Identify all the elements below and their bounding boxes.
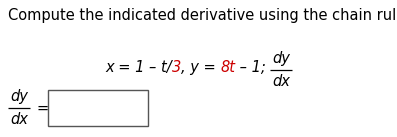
Text: – 1;: – 1; <box>235 60 266 75</box>
Bar <box>48 90 148 126</box>
Text: dx: dx <box>272 75 290 89</box>
Text: =: = <box>36 101 48 115</box>
Text: dy: dy <box>10 89 28 103</box>
Text: 8t: 8t <box>220 60 235 75</box>
Text: dx: dx <box>10 112 28 128</box>
Text: , y =: , y = <box>181 60 220 75</box>
Text: x = 1 – t/: x = 1 – t/ <box>105 60 172 75</box>
Text: dy: dy <box>272 51 290 65</box>
Text: 3: 3 <box>172 60 181 75</box>
Text: Compute the indicated derivative using the chain rule.: Compute the indicated derivative using t… <box>8 8 397 23</box>
